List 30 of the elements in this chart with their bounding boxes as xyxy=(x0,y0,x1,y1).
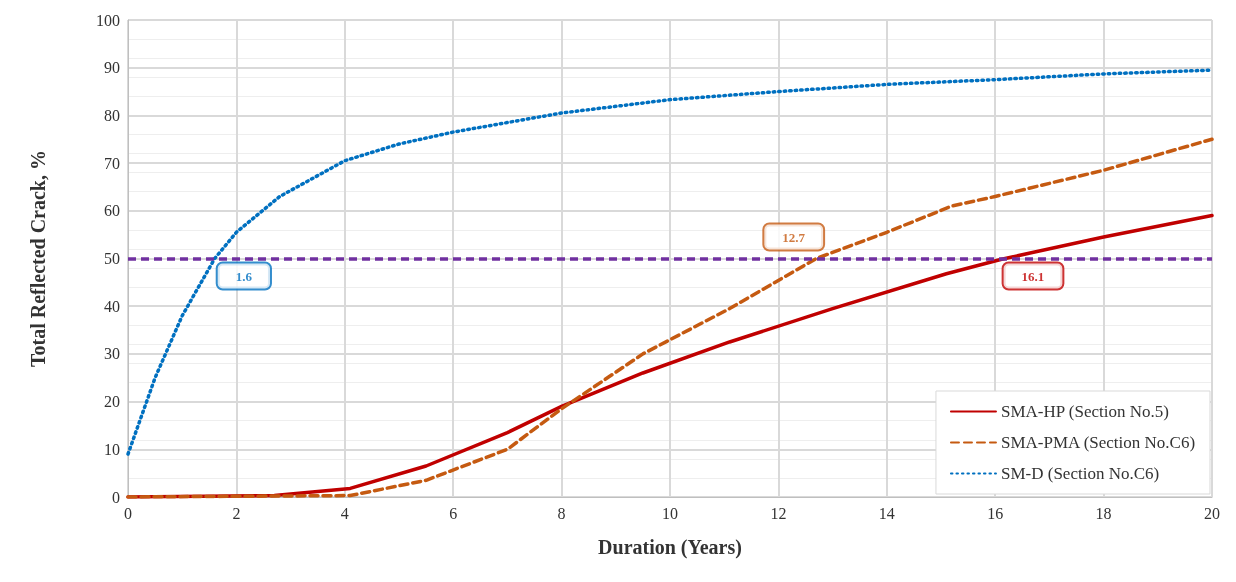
x-axis-title: Duration (Years) xyxy=(598,536,742,559)
y-tick-label: 50 xyxy=(104,250,120,267)
x-tick-label: 6 xyxy=(449,504,458,522)
legend-label: SM-D (Section No.C6) xyxy=(1000,464,1160,483)
x-tick-label: 10 xyxy=(662,504,678,522)
x-tick-label: 20 xyxy=(1204,504,1220,522)
legend-label: SMA-HP (Section No.5) xyxy=(1000,402,1169,421)
y-tick-label: 60 xyxy=(104,202,120,220)
y-tick-label: 90 xyxy=(104,59,120,77)
annotation: 1.6 xyxy=(235,268,253,284)
x-tick-label: 16 xyxy=(987,504,1004,522)
y-tick-label: 40 xyxy=(104,297,120,315)
x-tick-label: 8 xyxy=(557,504,566,522)
y-axis-title: Total Reflected Crack, % xyxy=(27,150,49,367)
y-tick-label: 0 xyxy=(112,488,120,506)
y-tick-label: 20 xyxy=(104,393,120,411)
x-tick-label: 4 xyxy=(340,504,349,522)
x-tick-label: 2 xyxy=(232,504,241,522)
annotation: 16.1 xyxy=(1021,268,1045,284)
legend-label: SMA-PMA (Section No.C6) xyxy=(1000,433,1196,452)
y-tick-label: 100 xyxy=(96,11,120,29)
y-tick-label: 30 xyxy=(104,345,120,363)
y-tick-label: 70 xyxy=(104,154,120,172)
x-tick-label: 0 xyxy=(124,504,132,522)
annotation: 12.7 xyxy=(782,229,806,245)
y-tick-label: 80 xyxy=(104,106,120,124)
x-tick-label: 12 xyxy=(770,504,787,522)
y-tick-label: 10 xyxy=(104,440,120,458)
x-tick-label: 18 xyxy=(1095,504,1112,522)
x-tick-label: 14 xyxy=(878,504,895,522)
